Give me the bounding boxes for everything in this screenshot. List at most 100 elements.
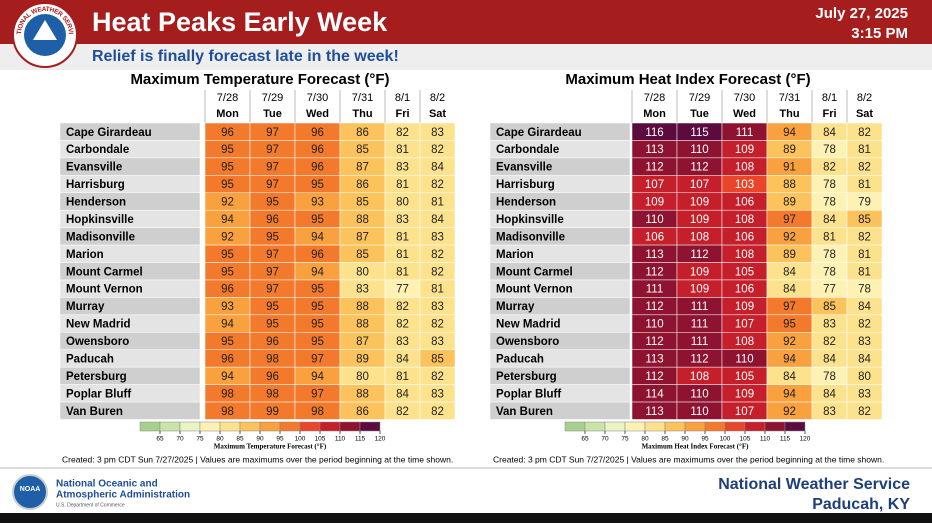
value: 83	[823, 319, 836, 331]
value: 83	[356, 284, 369, 296]
taskbar	[0, 513, 932, 523]
day-date: 7/29	[689, 92, 710, 104]
day-date: 7/28	[644, 92, 665, 104]
value: 84	[431, 214, 444, 226]
value: 98	[221, 406, 234, 418]
value: 97	[783, 214, 796, 226]
scale-tick-label: 100	[720, 436, 731, 443]
location: Owensboro	[66, 336, 129, 348]
agency-line: National Oceanic and	[56, 479, 158, 490]
value: 97	[266, 162, 279, 174]
value: 81	[396, 144, 409, 156]
value: 112	[690, 353, 708, 365]
day-date: 7/29	[262, 92, 283, 104]
scale-swatch	[359, 421, 381, 432]
value: 95	[221, 266, 234, 278]
value: 115	[690, 127, 708, 139]
nws-logo: NATIONAL WEATHER SERVICE	[0, 0, 78, 68]
value-cell	[846, 401, 883, 420]
value: 95	[266, 301, 279, 313]
value: 81	[396, 371, 409, 383]
value: 113	[645, 353, 663, 365]
value: 95	[311, 319, 324, 331]
value: 103	[735, 179, 754, 191]
footnote: Created: 3 pm CDT Sun 7/27/2025 | Values…	[493, 454, 884, 464]
value: 114	[645, 388, 664, 400]
day-name: Mon	[643, 108, 666, 120]
value: 88	[356, 388, 369, 400]
value: 110	[690, 388, 708, 400]
title-bar	[0, 0, 932, 44]
value: 95	[221, 179, 234, 191]
scale-tick-label: 65	[581, 436, 589, 443]
value: 82	[431, 406, 444, 418]
value: 98	[221, 388, 234, 400]
day-date: 7/28	[217, 92, 238, 104]
scale-swatch	[159, 421, 181, 432]
value: 96	[266, 336, 279, 348]
value: 82	[431, 371, 444, 383]
value: 92	[783, 231, 796, 243]
value: 84	[783, 284, 796, 296]
value: 95	[221, 336, 234, 348]
location: Petersburg	[496, 371, 557, 383]
scale-swatch	[259, 421, 281, 432]
value: 97	[266, 179, 279, 191]
value: 109	[645, 197, 664, 209]
value: 105	[735, 266, 754, 278]
value: 97	[266, 144, 279, 156]
location: Paducah	[496, 353, 544, 365]
scale-swatch	[684, 421, 706, 432]
value: 82	[858, 162, 871, 174]
value: 108	[690, 371, 709, 383]
day-name: Wed	[733, 108, 756, 120]
scale-swatch	[724, 421, 746, 432]
value: 84	[823, 214, 836, 226]
location: Poplar Bluff	[66, 388, 131, 400]
scale-swatch	[644, 421, 666, 432]
value: 89	[783, 197, 796, 209]
scale-swatch	[784, 421, 806, 432]
value: 80	[356, 266, 369, 278]
value: 113	[645, 144, 663, 156]
value: 85	[823, 301, 836, 313]
value: 84	[858, 301, 871, 313]
value: 87	[356, 231, 369, 243]
value: 82	[396, 301, 409, 313]
scale-swatch	[704, 421, 726, 432]
value: 96	[221, 353, 234, 365]
value: 82	[858, 127, 871, 139]
value: 79	[858, 197, 871, 209]
scale-swatch	[179, 421, 201, 432]
scale-tick-label: 100	[295, 436, 306, 443]
value: 82	[396, 127, 409, 139]
value: 106	[735, 231, 754, 243]
scale-tick-label: 75	[196, 436, 204, 443]
value: 80	[356, 371, 369, 383]
value: 109	[690, 197, 709, 209]
time: 3:15 PM	[851, 25, 908, 42]
value: 95	[221, 249, 234, 261]
value: 93	[311, 197, 324, 209]
value: 87	[356, 162, 369, 174]
value: 112	[645, 301, 663, 313]
value: 96	[266, 371, 279, 383]
value: 92	[221, 197, 234, 209]
value: 81	[858, 144, 871, 156]
value: 94	[221, 214, 234, 226]
value: 95	[311, 214, 324, 226]
value: 85	[356, 249, 369, 261]
noaa-logo	[12, 474, 48, 510]
day-name: Thu	[352, 108, 372, 120]
scale-tick-label: 110	[760, 436, 771, 443]
value: 107	[690, 179, 709, 191]
title: Heat Peaks Early Week	[92, 7, 388, 37]
value: 92	[783, 406, 796, 418]
day-date: 7/31	[779, 92, 800, 104]
value: 85	[431, 353, 444, 365]
day-name: Thu	[779, 108, 799, 120]
value: 84	[396, 388, 409, 400]
value: 82	[823, 336, 836, 348]
scale-tick-label: 90	[681, 436, 689, 443]
footnote: Created: 3 pm CDT Sun 7/27/2025 | Values…	[62, 454, 453, 464]
